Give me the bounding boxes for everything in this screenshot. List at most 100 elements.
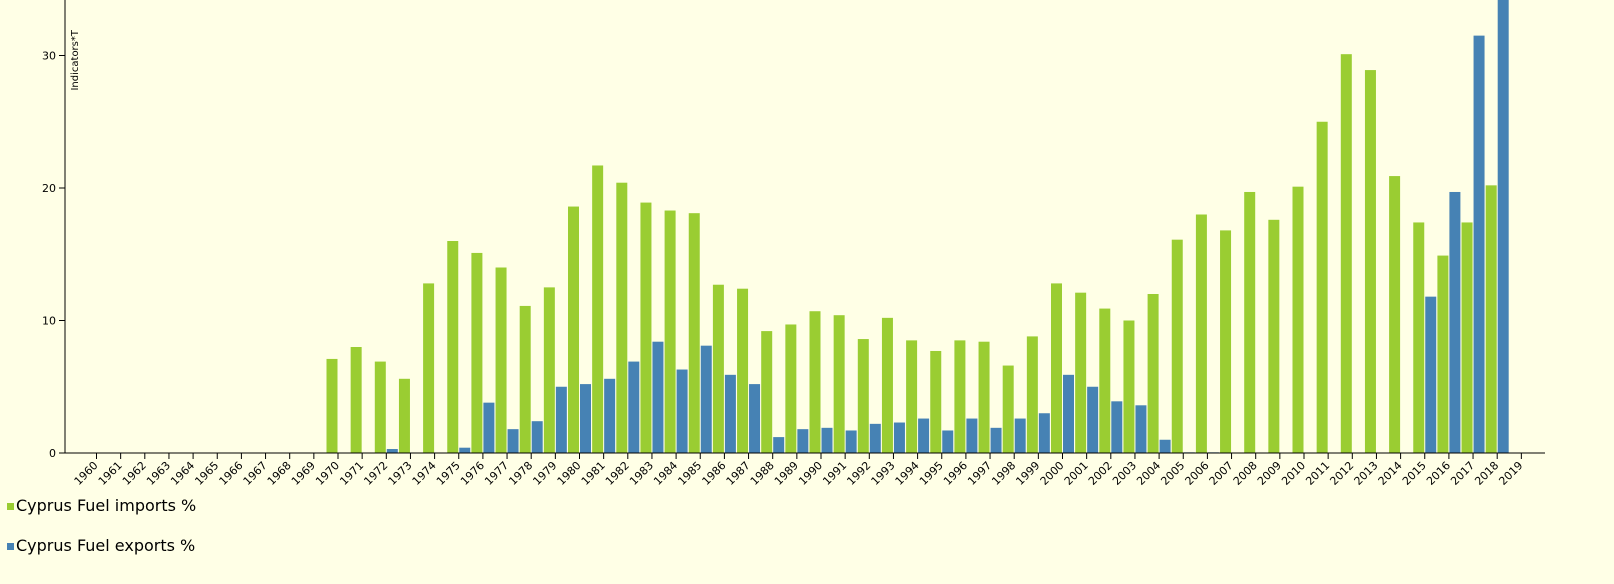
bar-imports-2012	[1340, 54, 1352, 454]
bar-exports-1995	[942, 430, 954, 453]
bar-imports-1977	[495, 267, 507, 453]
bar-exports-1972	[386, 449, 398, 453]
x-tick-label-2019: 2019	[1496, 459, 1525, 488]
bar-exports-2001	[1087, 386, 1099, 453]
bar-imports-1976	[471, 252, 483, 453]
x-tick-label-1983: 1983	[627, 459, 656, 488]
x-tick-label-1976: 1976	[458, 459, 487, 488]
x-tick-label-1982: 1982	[603, 459, 632, 488]
x-tick-label-2006: 2006	[1183, 459, 1212, 488]
bar-imports-2010	[1292, 186, 1304, 454]
x-tick-label-1998: 1998	[989, 459, 1018, 488]
bar-imports-1983	[640, 202, 652, 453]
bar-imports-2000	[1051, 283, 1062, 453]
bar-exports-1989	[797, 429, 809, 453]
bar-exports-2015	[1425, 296, 1437, 453]
legend-swatch-exports	[7, 543, 14, 550]
bar-imports-1971	[350, 347, 362, 453]
x-tick-label-1961: 1961	[96, 459, 125, 488]
y-tick-label-0: 0	[49, 447, 56, 460]
x-tick-label-1966: 1966	[217, 459, 246, 488]
x-tick-label-1960: 1960	[72, 459, 101, 488]
bar-exports-2004	[1159, 439, 1171, 453]
bar-exports-2016	[1449, 191, 1461, 453]
x-tick-label-2013: 2013	[1352, 459, 1381, 488]
x-tick-label-2007: 2007	[1207, 459, 1236, 488]
x-tick-label-1997: 1997	[965, 459, 994, 488]
x-tick-label-1977: 1977	[482, 459, 511, 488]
legend-label-imports: Cyprus Fuel imports %	[16, 496, 196, 515]
x-tick-label-1967: 1967	[241, 459, 270, 488]
x-tick-label-1986: 1986	[700, 459, 729, 488]
x-tick-label-1973: 1973	[386, 459, 415, 488]
bar-exports-1979	[555, 386, 567, 453]
y-tick-label-10: 10	[42, 315, 56, 328]
bar-imports-1993	[881, 317, 893, 453]
bar-exports-1986	[724, 374, 736, 453]
x-tick-label-1981: 1981	[579, 459, 608, 488]
bar-imports-2018	[1485, 185, 1497, 453]
x-tick-label-2017: 2017	[1448, 459, 1477, 488]
x-tick-label-1978: 1978	[506, 459, 535, 488]
bar-imports-1987	[737, 288, 749, 453]
bar-exports-2003	[1135, 405, 1147, 453]
y-tick-label-30: 30	[42, 50, 56, 63]
x-tick-label-1974: 1974	[410, 459, 439, 488]
bar-imports-2006	[1195, 214, 1207, 453]
bar-exports-2002	[1111, 401, 1123, 453]
bar-imports-1974	[423, 283, 435, 453]
bar-imports-1988	[761, 331, 773, 453]
bar-exports-1997	[990, 427, 1002, 453]
x-tick-label-2005: 2005	[1158, 459, 1187, 488]
bar-imports-1981	[592, 165, 604, 453]
x-tick-label-2009: 2009	[1255, 459, 1284, 488]
bar-exports-1977	[507, 429, 519, 453]
x-tick-label-2002: 2002	[1086, 459, 1115, 488]
x-tick-label-1991: 1991	[820, 459, 849, 488]
x-tick-label-1984: 1984	[651, 459, 680, 488]
bar-imports-1991	[833, 315, 845, 453]
x-tick-label-1963: 1963	[144, 459, 173, 488]
bar-imports-1984	[664, 210, 676, 453]
x-tick-label-2011: 2011	[1303, 459, 1332, 488]
bar-imports-2008	[1244, 191, 1256, 453]
bar-exports-1982	[628, 361, 640, 453]
x-tick-label-1972: 1972	[361, 459, 390, 488]
bar-exports-1990	[821, 427, 833, 453]
bar-exports-1992	[869, 423, 881, 453]
bar-imports-2003	[1123, 320, 1135, 453]
bar-imports-1970	[326, 358, 338, 453]
x-tick-label-2003: 2003	[1110, 459, 1139, 488]
x-tick-label-1971: 1971	[337, 459, 366, 488]
bar-exports-1993	[893, 422, 905, 453]
x-tick-label-1995: 1995	[917, 459, 946, 488]
bar-exports-1999	[1038, 413, 1050, 453]
x-tick-label-1968: 1968	[265, 459, 294, 488]
x-tick-label-2001: 2001	[1062, 459, 1091, 488]
bar-imports-2011	[1316, 121, 1328, 453]
bar-exports-1981	[604, 378, 616, 453]
x-tick-label-1980: 1980	[555, 459, 584, 488]
bar-imports-1992	[857, 339, 869, 453]
bar-exports-1978	[531, 421, 543, 453]
bar-imports-2002	[1099, 308, 1111, 453]
bar-exports-1976	[483, 402, 495, 453]
bar-imports-1998	[1002, 365, 1014, 453]
x-tick-label-1975: 1975	[434, 459, 463, 488]
x-tick-label-2008: 2008	[1231, 459, 1260, 488]
x-tick-label-2000: 2000	[1038, 459, 1067, 488]
bar-imports-1994	[906, 340, 918, 453]
bar-exports-1988	[773, 437, 785, 453]
x-tick-label-1994: 1994	[893, 459, 922, 488]
bar-imports-2004	[1147, 294, 1159, 453]
bar-exports-1994	[918, 418, 930, 453]
x-tick-label-1987: 1987	[724, 459, 753, 488]
bar-imports-1982	[616, 182, 628, 453]
x-tick-label-1962: 1962	[120, 459, 149, 488]
x-tick-label-2010: 2010	[1279, 459, 1308, 488]
bar-exports-2000	[1063, 374, 1074, 453]
bar-imports-2007	[1220, 230, 1232, 453]
bar-exports-1983	[652, 341, 664, 453]
